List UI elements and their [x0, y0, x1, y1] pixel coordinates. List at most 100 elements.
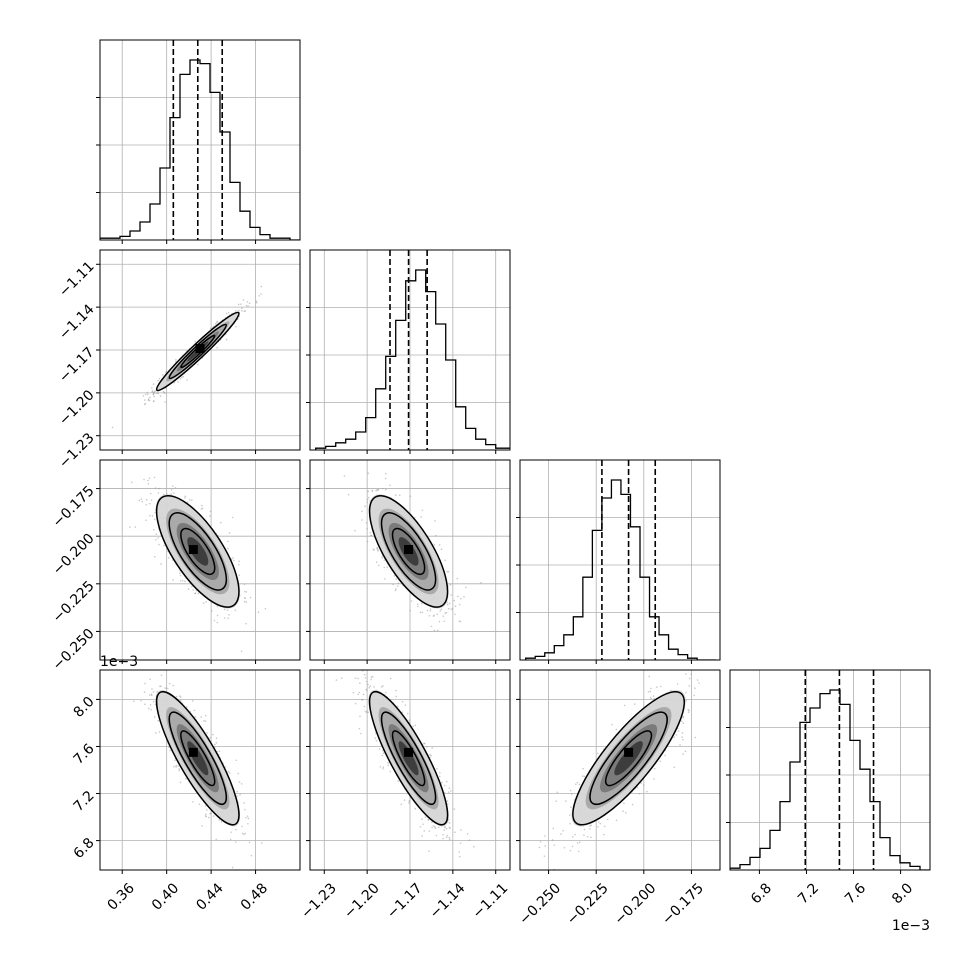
sample-point: [685, 691, 687, 694]
sample-point: [412, 725, 415, 728]
sample-point: [436, 613, 438, 616]
sample-point: [378, 748, 381, 750]
sample-point: [193, 709, 196, 712]
sample-point: [227, 311, 230, 314]
density-peak: [404, 747, 414, 757]
sample-point: [237, 303, 240, 306]
sample-point: [218, 819, 221, 821]
sample-point: [450, 790, 452, 792]
sample-point: [419, 611, 422, 614]
sample-point: [631, 803, 634, 806]
sample-point: [185, 777, 187, 780]
sample-point: [248, 841, 251, 844]
sample-point: [653, 778, 655, 780]
sample-point: [133, 700, 135, 702]
sample-point: [416, 603, 419, 606]
sample-point: [453, 599, 455, 602]
sample-point: [597, 825, 599, 828]
sample-point: [189, 499, 191, 501]
sample-point: [352, 691, 355, 694]
sample-point: [249, 596, 252, 599]
x-tick-label: 0.44: [193, 880, 226, 913]
contour-line: [391, 527, 426, 576]
sample-point: [143, 399, 146, 401]
sample-point: [394, 589, 397, 592]
sample-point: [611, 723, 613, 726]
sample-point: [434, 827, 437, 829]
sample-point: [451, 608, 454, 610]
sample-point: [446, 834, 449, 837]
sample-point: [162, 374, 164, 376]
sample-point: [234, 310, 237, 312]
sample-point: [260, 293, 262, 295]
sample-point: [246, 815, 249, 817]
sample-point: [179, 574, 182, 577]
sample-point: [443, 791, 446, 794]
sample-point: [231, 866, 234, 869]
sample-point: [696, 679, 699, 681]
sample-point: [603, 833, 605, 836]
sample-point: [392, 583, 394, 586]
sample-point: [146, 393, 149, 396]
sample-point: [241, 832, 244, 835]
sample-point: [209, 510, 212, 513]
sample-point: [240, 650, 243, 653]
contour-line: [368, 690, 449, 826]
sample-point: [354, 677, 357, 680]
sample-point: [454, 605, 457, 608]
sample-point: [157, 719, 159, 722]
sample-point: [448, 787, 451, 790]
sample-point: [640, 782, 642, 785]
sample-point: [409, 609, 412, 612]
panel-frame: [519, 669, 721, 871]
sample-point: [438, 620, 441, 623]
sample-point: [433, 544, 436, 546]
sample-point: [571, 835, 574, 838]
sample-point: [375, 561, 378, 563]
y-tick-label: −0.175: [50, 483, 98, 531]
sample-point: [420, 516, 422, 518]
sample-point: [191, 585, 193, 588]
sample-point: [676, 683, 679, 685]
sample-point: [255, 300, 258, 302]
sample-point: [158, 377, 161, 380]
sample-point: [158, 487, 160, 490]
y-tick-label: −0.250: [50, 626, 98, 674]
sample-point: [173, 492, 175, 494]
sample-point: [582, 767, 584, 770]
sample-point: [244, 808, 246, 811]
sample-point: [201, 504, 203, 507]
sample-point: [177, 765, 179, 767]
sample-point: [223, 608, 226, 611]
sample-point: [242, 299, 245, 301]
sample-point: [649, 690, 652, 693]
sample-point: [622, 810, 624, 812]
sample-point: [228, 614, 230, 616]
sample-point: [157, 379, 159, 382]
sample-point: [153, 716, 156, 718]
sample-point: [367, 472, 370, 475]
sample-point: [205, 601, 208, 603]
sample-point: [154, 390, 156, 392]
sample-point: [682, 753, 684, 755]
sample-point: [396, 705, 399, 708]
sample-point: [260, 842, 263, 844]
sample-point: [179, 377, 182, 380]
sample-point: [460, 597, 462, 600]
sample-point: [149, 396, 151, 399]
sample-point: [148, 694, 151, 696]
y-tick-label: 6.8: [71, 835, 98, 862]
sample-point: [209, 327, 212, 330]
y-tick-label: −1.17: [56, 344, 98, 386]
sample-point: [442, 615, 445, 617]
sample-point: [354, 702, 357, 705]
sample-point: [431, 826, 433, 829]
sample-point: [682, 722, 685, 725]
x-tick-label: −0.200: [611, 880, 659, 928]
sample-point: [445, 780, 448, 783]
sample-point: [448, 602, 451, 605]
sample-point: [184, 495, 187, 498]
sample-point: [377, 564, 380, 567]
sample-point: [424, 816, 427, 818]
sample-point: [379, 766, 382, 768]
